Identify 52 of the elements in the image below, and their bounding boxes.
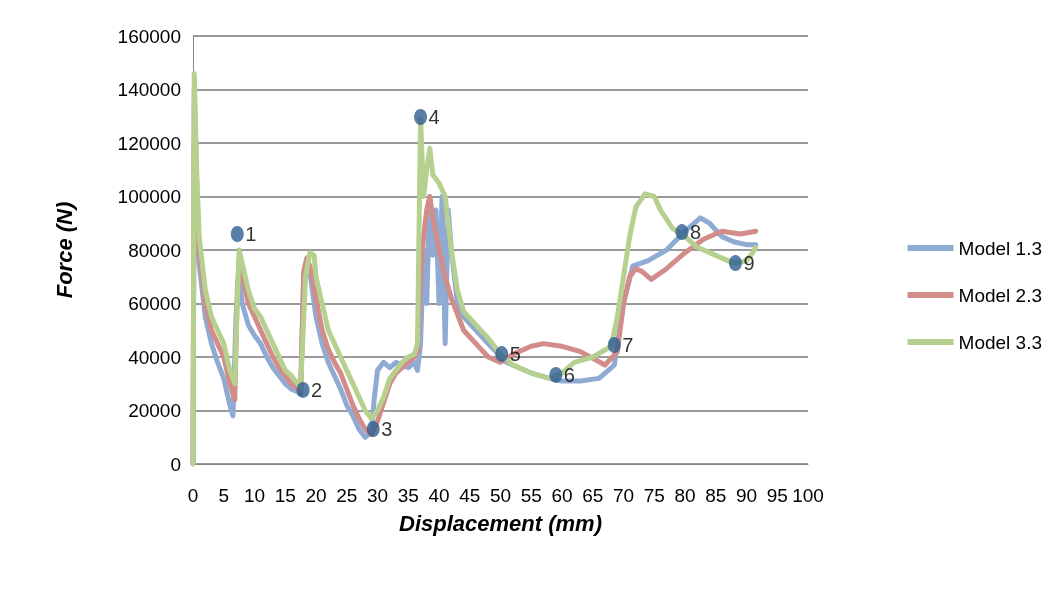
point — [366, 420, 380, 437]
y-tick-label: 100000 — [117, 186, 181, 207]
x-tick-label: 25 — [336, 485, 358, 506]
legend-label: Model 1.3 — [958, 237, 1043, 259]
x-tick-label: 20 — [305, 485, 327, 506]
x-tick-label: 70 — [612, 485, 635, 506]
x-tick-label: 75 — [643, 485, 665, 506]
y-tick-label: 60000 — [128, 293, 181, 314]
x-tick-label: 35 — [397, 485, 419, 506]
point — [728, 255, 742, 272]
y-tick-label: 140000 — [117, 79, 181, 100]
x-tick-label: 95 — [766, 485, 788, 506]
x-tick-label: 40 — [428, 485, 450, 506]
x-tick-label: 55 — [520, 485, 542, 506]
annotation: 3 — [381, 417, 393, 440]
x-tick-label: 45 — [459, 485, 481, 506]
point — [495, 346, 509, 363]
annotation: 7 — [622, 333, 634, 356]
y-axis-title: Force (N) — [51, 201, 77, 299]
x-tick-label: 30 — [366, 485, 389, 506]
annotation: 4 — [428, 106, 440, 129]
y-tick-label: 80000 — [128, 239, 181, 261]
annotation: 9 — [743, 252, 755, 275]
point — [607, 336, 621, 353]
annotation: 1 — [245, 222, 257, 245]
x-tick-label: 90 — [735, 485, 758, 506]
point — [296, 381, 310, 398]
point — [675, 224, 689, 241]
legend-label: Model 3.3 — [958, 331, 1043, 353]
x-tick-label: 85 — [705, 485, 727, 506]
x-tick-label: 100 — [792, 485, 824, 506]
x-tick-label: 10 — [243, 485, 266, 506]
annotation: 8 — [689, 221, 702, 244]
annotation: 2 — [311, 378, 323, 401]
y-tick-label: 120000 — [117, 132, 181, 154]
x-tick-label: 0 — [187, 485, 199, 506]
point — [549, 366, 563, 383]
point — [230, 225, 244, 242]
point — [414, 109, 428, 126]
y-tick-label: 40000 — [128, 346, 181, 368]
x-tick-label: 80 — [674, 485, 696, 506]
x-tick-label: 65 — [582, 485, 604, 506]
x-tick-label: 15 — [274, 485, 296, 506]
y-tick-label: 0 — [170, 453, 181, 475]
annotation: 6 — [563, 363, 575, 386]
y-tick-label: 160000 — [117, 25, 181, 47]
legend-label: Model 2.3 — [958, 284, 1043, 306]
x-axis-title: Displacement (mm) — [399, 510, 602, 536]
x-tick-label: 60 — [551, 485, 573, 506]
x-tick-label: 50 — [489, 485, 512, 506]
y-tick-label: 20000 — [128, 400, 181, 421]
x-tick-label: 5 — [218, 485, 230, 506]
